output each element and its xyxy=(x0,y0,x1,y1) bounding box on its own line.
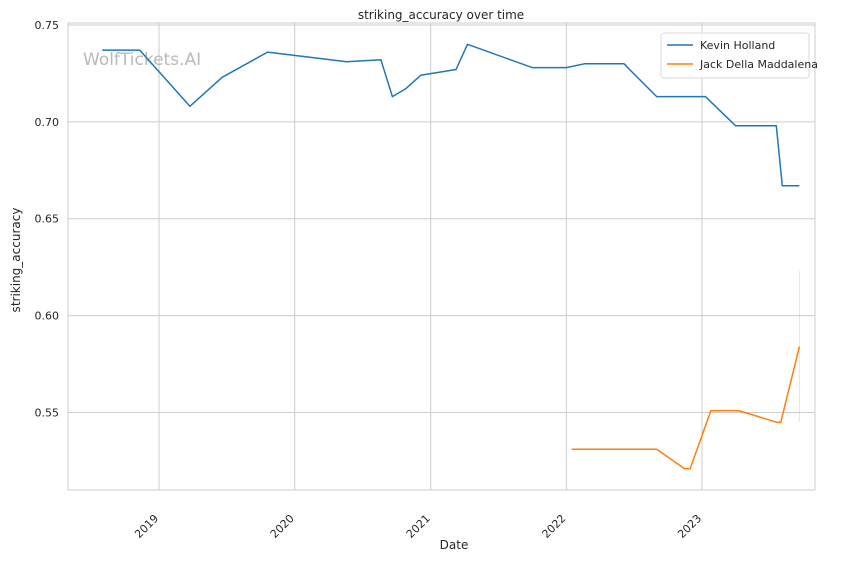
y-tick-label: 0.65 xyxy=(35,213,60,226)
x-tick-label: 2022 xyxy=(540,512,569,541)
legend-box xyxy=(660,32,810,79)
y-tick-label: 0.60 xyxy=(35,310,60,323)
y-tick-label: 0.70 xyxy=(35,116,60,129)
legend: Kevin Holland Jack Della Maddalena xyxy=(660,32,818,79)
plot-frame xyxy=(67,22,816,491)
plot-background xyxy=(68,23,815,490)
x-axis-label: Date xyxy=(440,538,469,552)
series-layer xyxy=(102,43,801,470)
watermark: WolfTickets.AI xyxy=(83,50,201,70)
y-tick-label: 0.55 xyxy=(35,406,60,419)
legend-label-0: Kevin Holland xyxy=(700,39,775,52)
y-axis-label: striking_accuracy xyxy=(9,208,23,313)
grid-lines xyxy=(68,23,815,490)
x-tick-label: 2021 xyxy=(404,512,433,541)
x-tick-label: 2020 xyxy=(268,512,297,541)
series-line-1 xyxy=(571,346,801,470)
y-tick-label: 0.75 xyxy=(35,19,60,32)
x-tick-label: 2019 xyxy=(132,512,161,541)
series-line-0 xyxy=(102,43,800,187)
legend-label-1: Jack Della Maddalena xyxy=(699,58,818,71)
chart-title: striking_accuracy over time xyxy=(358,8,524,22)
x-tick-label: 2023 xyxy=(675,512,704,541)
